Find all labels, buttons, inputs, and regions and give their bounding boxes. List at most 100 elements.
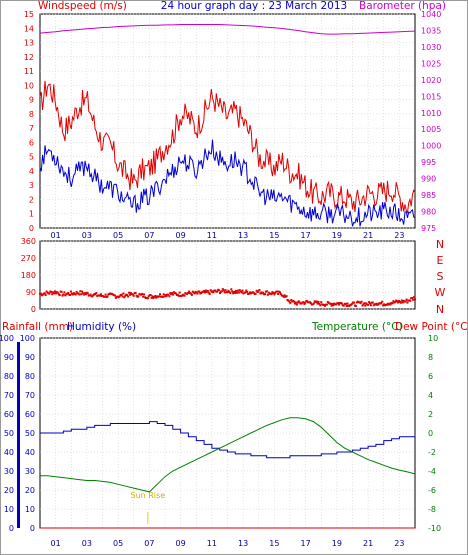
direction-point (83, 293, 86, 296)
direction-point (405, 298, 408, 301)
direction-point (63, 291, 66, 294)
direction-point (240, 291, 243, 294)
wind-tick-label: 15 (24, 10, 34, 19)
direction-point (171, 292, 174, 294)
direction-point (84, 293, 87, 296)
direction-point (318, 302, 321, 305)
direction-tick-label: 90 (26, 288, 36, 297)
direction-point (69, 290, 72, 293)
direction-point (146, 297, 149, 300)
barometer-tick-label: 1015 (421, 92, 441, 101)
direction-point (161, 296, 164, 298)
barometer-tick-label: 980 (421, 208, 436, 217)
direction-point (319, 304, 322, 307)
direction-point (237, 291, 240, 294)
barometer-tick-label: 995 (421, 158, 436, 167)
direction-point (293, 300, 296, 303)
x-tick-label: 21 (363, 231, 373, 240)
humidity-tick-label: 50 (25, 429, 35, 438)
direction-point (114, 296, 117, 299)
direction-point (344, 303, 347, 305)
axis-labels: 0123456789101112131415975980985990995100… (0, 10, 441, 548)
direction-point (346, 302, 349, 305)
direction-label-w: E (437, 254, 444, 267)
barometer-tick-label: 985 (421, 191, 436, 200)
direction-point (150, 296, 153, 299)
barometer-tick-label: 990 (421, 175, 436, 184)
direction-point (209, 289, 212, 292)
rainfall-axis-title: Rainfall (mm) (2, 321, 73, 333)
direction-point (170, 293, 173, 296)
direction-point (234, 290, 237, 292)
direction-point (241, 289, 244, 292)
barometer-tick-label: 1030 (421, 43, 441, 52)
direction-point (270, 293, 273, 296)
direction-point (135, 294, 138, 297)
rainfall-tick-label: 30 (4, 467, 14, 476)
direction-point (360, 300, 363, 303)
direction-point (338, 303, 341, 306)
temperature-tick-label: 6 (428, 372, 433, 381)
direction-point (399, 301, 402, 304)
direction-point (226, 291, 229, 294)
direction-point (259, 292, 262, 295)
direction-point (120, 293, 123, 296)
direction-point (317, 300, 320, 303)
direction-point (412, 298, 415, 301)
direction-point (289, 301, 292, 304)
direction-point (394, 301, 397, 304)
direction-point (372, 304, 375, 307)
direction-point (238, 289, 241, 292)
direction-point (142, 295, 145, 298)
wind-tick-label: 8 (29, 110, 34, 119)
x-tick-label: 13 (238, 231, 248, 240)
barometer-tick-label: 975 (421, 224, 436, 233)
direction-point (324, 304, 326, 307)
direction-point (330, 304, 333, 307)
direction-point (91, 295, 94, 298)
humidity-tick-label: 20 (25, 486, 35, 495)
direction-point (149, 294, 152, 296)
direction-point (283, 294, 286, 297)
dewpoint-axis-title: Dew Point (°C) (395, 321, 468, 333)
temperature-tick-label: 2 (428, 410, 433, 419)
humidity-tick-label: 60 (25, 410, 35, 419)
humidity-tick-label: 0 (30, 524, 35, 533)
temperature-tick-label: -8 (428, 505, 436, 514)
direction-point (368, 301, 371, 304)
direction-point (371, 301, 374, 304)
direction-point (401, 301, 404, 304)
direction-label-e: W (435, 286, 446, 299)
direction-point (158, 295, 161, 298)
barometer-tick-label: 1005 (421, 125, 441, 134)
x-tick-label: 23 (394, 231, 404, 240)
direction-point (224, 289, 227, 292)
x-tick-label: 05 (113, 539, 123, 548)
direction-point (114, 294, 116, 297)
wind-tick-label: 0 (29, 224, 34, 233)
direction-point (228, 290, 231, 293)
direction-point (364, 304, 367, 307)
direction-point (78, 293, 81, 296)
rainfall-tick-label: 100 (0, 334, 14, 343)
direction-point (64, 294, 67, 297)
direction-point (332, 304, 335, 307)
wind-tick-label: 9 (29, 96, 34, 105)
direction-point (362, 303, 365, 306)
x-tick-label: 09 (176, 539, 186, 548)
direction-point (315, 300, 318, 303)
direction-point (134, 291, 137, 294)
direction-point (118, 295, 121, 298)
direction-point (335, 303, 338, 306)
direction-point (151, 295, 154, 298)
temperature-tick-label: 0 (428, 429, 433, 438)
x-tick-label: 11 (207, 539, 217, 548)
direction-point (229, 292, 232, 295)
direction-point (154, 295, 157, 297)
wind-tick-label: 13 (24, 39, 34, 48)
direction-point (231, 290, 234, 293)
direction-point (287, 299, 290, 302)
direction-point (285, 295, 288, 298)
x-tick-label: 15 (269, 231, 279, 240)
temperature-axis-title: Temperature (°C) (311, 321, 403, 333)
